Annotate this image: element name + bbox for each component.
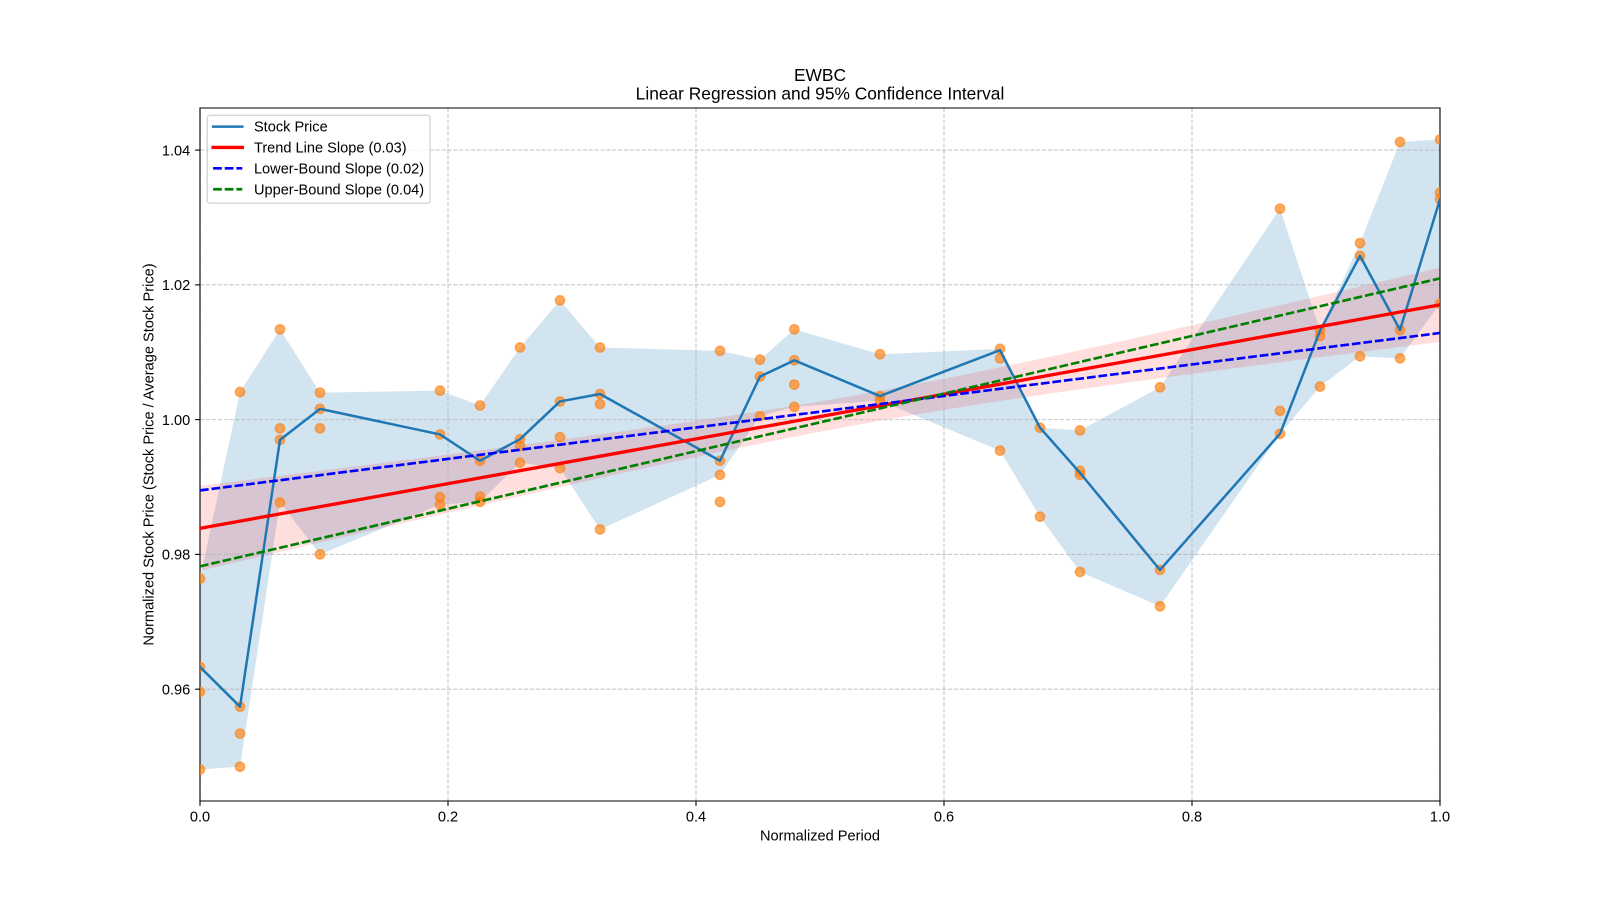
svg-text:EWBC: EWBC xyxy=(794,65,846,85)
svg-text:0.98: 0.98 xyxy=(162,548,190,564)
svg-text:0.2: 0.2 xyxy=(438,809,458,825)
svg-text:1.02: 1.02 xyxy=(162,278,190,294)
svg-text:Normalized Stock Price (Stock: Normalized Stock Price (Stock Price / Av… xyxy=(141,263,157,645)
svg-text:0.8: 0.8 xyxy=(1182,809,1202,825)
svg-text:0.4: 0.4 xyxy=(686,809,706,825)
svg-text:Lower-Bound Slope (0.02): Lower-Bound Slope (0.02) xyxy=(254,161,424,177)
svg-text:Stock Price: Stock Price xyxy=(254,120,328,136)
svg-text:Upper-Bound Slope (0.04): Upper-Bound Slope (0.04) xyxy=(254,182,424,198)
svg-text:Linear Regression and 95% Conf: Linear Regression and 95% Confidence Int… xyxy=(636,84,1005,104)
svg-text:1.04: 1.04 xyxy=(162,143,190,159)
svg-text:0.96: 0.96 xyxy=(162,682,190,698)
svg-text:Normalized Period: Normalized Period xyxy=(760,828,880,844)
svg-text:1.0: 1.0 xyxy=(1430,809,1450,825)
svg-text:0.6: 0.6 xyxy=(934,809,954,825)
svg-text:Trend Line Slope (0.03): Trend Line Slope (0.03) xyxy=(254,141,407,157)
svg-text:1.00: 1.00 xyxy=(162,413,190,429)
svg-text:0.0: 0.0 xyxy=(190,809,210,825)
